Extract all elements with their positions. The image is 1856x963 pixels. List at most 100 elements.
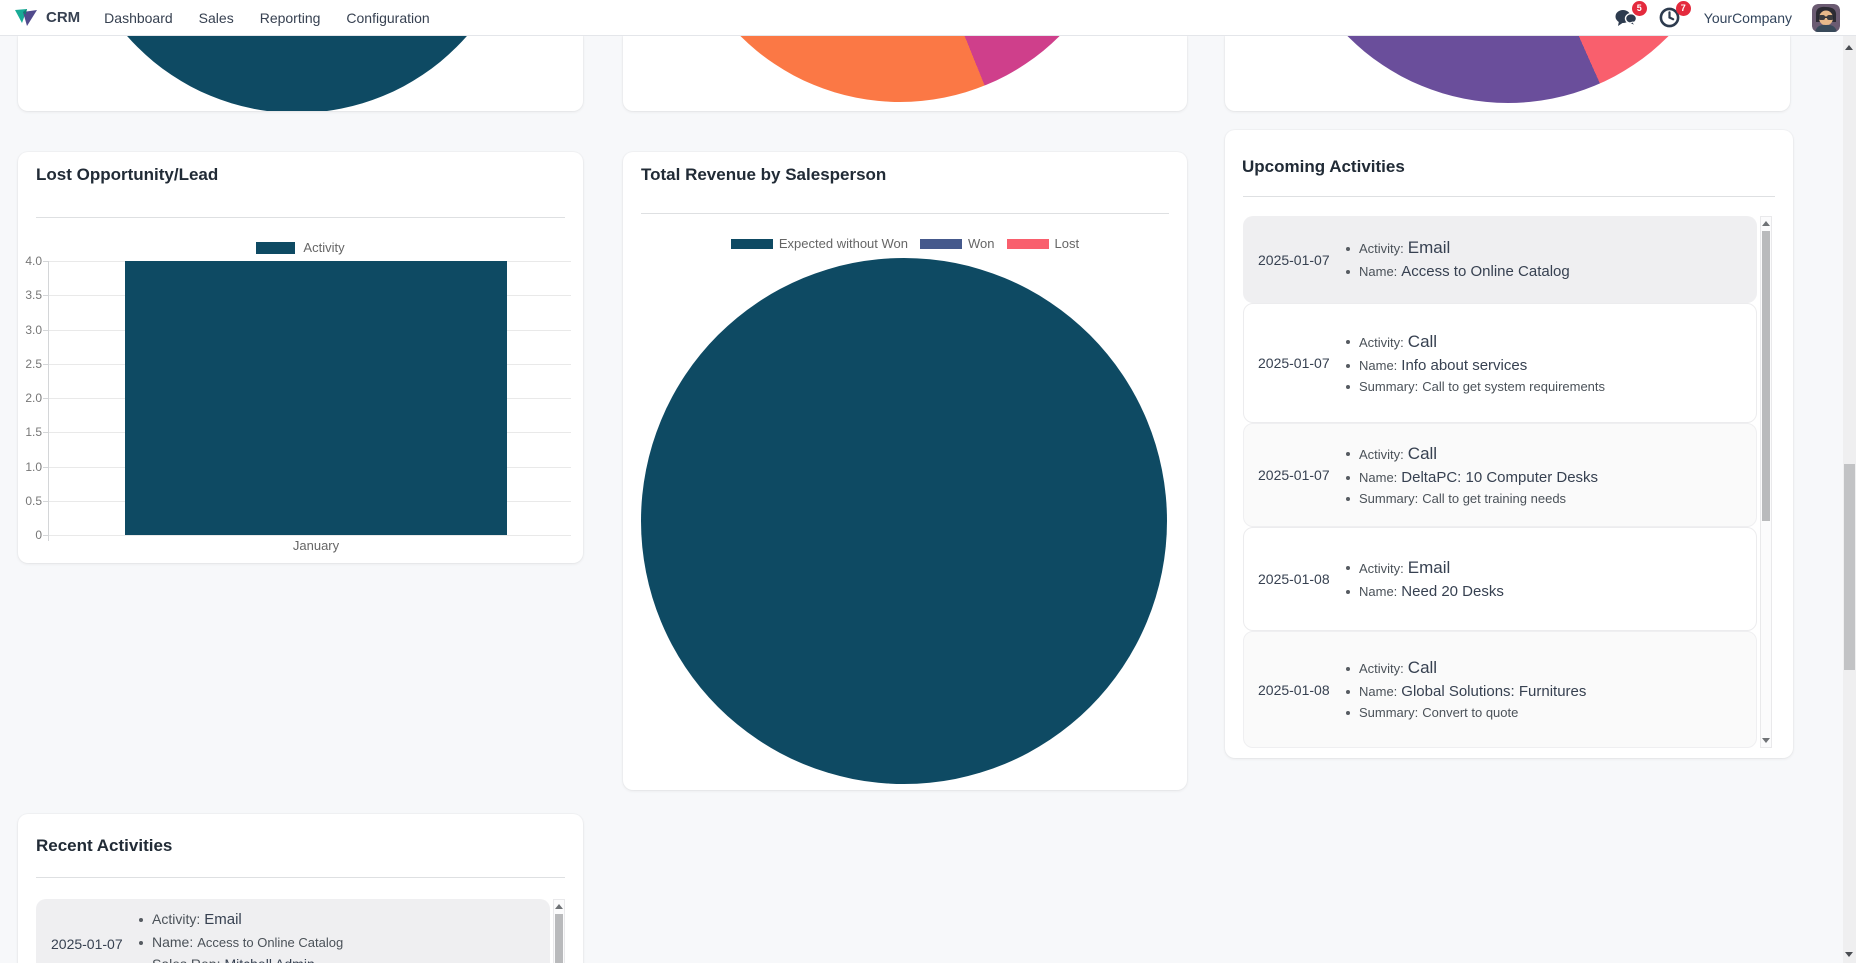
activity-detail-item: Activity: Email — [137, 908, 549, 931]
detail-label: Activity: — [1359, 661, 1404, 676]
y-tick-label: 2.5 — [25, 356, 42, 371]
activity-row[interactable]: 2025-01-07 Activity: Call Name: Info about s… — [1243, 303, 1757, 423]
user-avatar[interactable] — [1812, 3, 1840, 32]
page-scrollbar[interactable] — [1843, 36, 1856, 963]
recent-activities-list: 2025-01-07 Activity: Email Name: Access to O… — [36, 899, 565, 963]
divider — [1243, 196, 1775, 197]
y-tick-label: 0.5 — [25, 493, 42, 508]
activity-details: Activity: Email Name: Access to Online Cata… — [137, 906, 549, 963]
card-title: Lost Opportunity/Lead — [36, 165, 219, 184]
x-category-label: January — [292, 538, 340, 553]
partial-pie-chart-3 — [1282, 36, 1734, 103]
activity-detail-item: Activity: Email — [1344, 237, 1756, 260]
detail-label: Summary: — [1359, 490, 1419, 506]
menu-item-configuration[interactable]: Configuration — [346, 9, 430, 26]
divider — [641, 213, 1169, 214]
activity-detail-item: Activity: Call — [1344, 443, 1756, 466]
activity-row[interactable]: 2025-01-07 Activity: Email Name: Access to O… — [1243, 216, 1757, 303]
detail-label: Activity: — [1359, 560, 1404, 576]
activity-detail-item: Activity: Call — [1344, 657, 1756, 680]
legend-swatch — [1006, 238, 1049, 249]
pie-legend: Expected without Won Won Lost — [623, 236, 1187, 251]
app-switcher[interactable]: CRM — [14, 7, 80, 29]
gridline — [48, 535, 571, 536]
company-name[interactable]: YourCompany — [1703, 9, 1792, 26]
activity-row[interactable]: 2025-01-07 Activity: Call Name: DeltaPC: 10 … — [1243, 423, 1757, 527]
menu-item-reporting[interactable]: Reporting — [259, 9, 321, 26]
activity-row[interactable]: 2025-01-08 Activity: Email Name: Need 20 Des… — [1243, 527, 1757, 631]
detail-label: Name: — [1359, 264, 1398, 279]
activity-date: 2025-01-07 — [1258, 251, 1330, 268]
scroll-down-icon[interactable] — [1762, 738, 1770, 743]
upcoming-list-scrollbar[interactable] — [1760, 216, 1772, 748]
axis-tick — [43, 535, 48, 536]
legend-item: Lost — [1006, 236, 1079, 251]
menu-item-sales[interactable]: Sales — [198, 9, 234, 26]
activity-detail-item: Summary: Call to get training needs — [1344, 490, 1756, 508]
detail-value: Email — [1407, 238, 1451, 257]
bar-activity-january[interactable] — [125, 261, 507, 535]
scroll-up-icon[interactable] — [1845, 45, 1853, 50]
y-tick-label: 1.5 — [25, 425, 42, 440]
detail-value: Email — [1407, 557, 1451, 577]
scrollbar-thumb[interactable] — [1762, 231, 1770, 521]
scrollbar-thumb[interactable] — [1844, 464, 1855, 670]
scroll-up-icon[interactable] — [555, 904, 563, 909]
menu-item-dashboard[interactable]: Dashboard — [104, 9, 173, 26]
activity-row[interactable]: 2025-01-08 Activity: Call Name: Global Solut… — [1243, 631, 1757, 748]
detail-label: Summary: — [1359, 378, 1419, 394]
legend-swatch — [730, 238, 773, 249]
scrollbar-thumb[interactable] — [555, 914, 563, 963]
activity-detail-item: Activity: Email — [1344, 557, 1756, 580]
legend-label: Won — [968, 236, 995, 251]
recent-activities-card: Recent Activities 2025-01-07 Activity: Ema… — [18, 814, 583, 963]
axis-tick — [43, 500, 48, 502]
lost-opportunity-card: Lost Opportunity/Lead Activity 4.0 3.5 3.0 2… — [18, 152, 583, 563]
activity-detail-item: Name: Info about services — [1344, 356, 1756, 376]
detail-label: Activity: — [152, 911, 201, 927]
legend-item: Expected without Won — [730, 236, 909, 251]
detail-value: Call to get system requirements — [1422, 378, 1606, 394]
activities-button[interactable]: 7 — [1658, 0, 1691, 30]
axis-tick — [43, 295, 48, 297]
activity-detail-item: Name: Need 20 Desks — [1344, 582, 1756, 602]
scroll-down-icon[interactable] — [1845, 952, 1853, 957]
axis-tick — [43, 466, 48, 468]
detail-label: Summary: — [1359, 705, 1419, 720]
activity-row[interactable]: 2025-01-07 Activity: Email Name: Access to O… — [36, 899, 550, 963]
scroll-up-icon[interactable] — [1762, 221, 1770, 226]
bar-chart: Activity 4.0 3.5 3.0 2.5 2.0 1.5 1.0 0.5 0 January — [18, 152, 583, 563]
detail-value: Call — [1407, 331, 1438, 351]
activities-badge: 7 — [1675, 0, 1691, 16]
revenue-pie-chart[interactable] — [641, 258, 1167, 784]
activity-date: 2025-01-08 — [1258, 571, 1330, 587]
main-menu: Dashboard Sales Reporting Configuration — [104, 10, 430, 26]
y-tick-label: 1.0 — [25, 459, 42, 474]
systray: 5 7 YourCompany — [1614, 0, 1840, 32]
detail-label: Sales Rep: — [152, 956, 220, 963]
activity-detail-item: Activity: Call — [1344, 331, 1756, 354]
activity-detail-item: Name: Access to Online Catalog — [137, 933, 549, 952]
recent-list-scrollbar[interactable] — [553, 899, 565, 963]
card-title: Upcoming Activities — [1242, 157, 1405, 176]
crm-app-icon — [15, 8, 37, 26]
detail-value: DeltaPC: 10 Computer Desks — [1401, 468, 1599, 486]
activity-date: 2025-01-07 — [1258, 467, 1330, 483]
bar-chart-legend: Activity — [18, 240, 583, 255]
activity-details: Activity: Call Name: DeltaPC: 10 Computer D… — [1344, 441, 1756, 510]
activity-details: Activity: Email Name: Need 20 Desks — [1344, 555, 1756, 604]
activity-details: Activity: Call Name: Global Solutions: Furn… — [1344, 655, 1756, 724]
activity-detail-item: Name: Global Solutions: Furnitures — [1344, 682, 1756, 702]
legend-swatch — [256, 241, 296, 254]
detail-value: Global Solutions: Furnitures — [1401, 683, 1587, 700]
total-revenue-card: Total Revenue by Salesperson Expected wi… — [623, 152, 1187, 790]
axis-tick — [43, 261, 48, 262]
top-chart-card-3 — [1225, 36, 1790, 111]
detail-value: Call to get training needs — [1422, 490, 1567, 506]
detail-value: Mitchell Admin — [224, 956, 314, 963]
activity-detail-item: Summary: Convert to quote — [1344, 704, 1756, 722]
messages-button[interactable]: 5 — [1614, 0, 1647, 30]
app-name[interactable]: CRM — [46, 9, 81, 26]
legend-label: Expected without Won — [778, 236, 909, 251]
axis-tick — [43, 363, 48, 365]
